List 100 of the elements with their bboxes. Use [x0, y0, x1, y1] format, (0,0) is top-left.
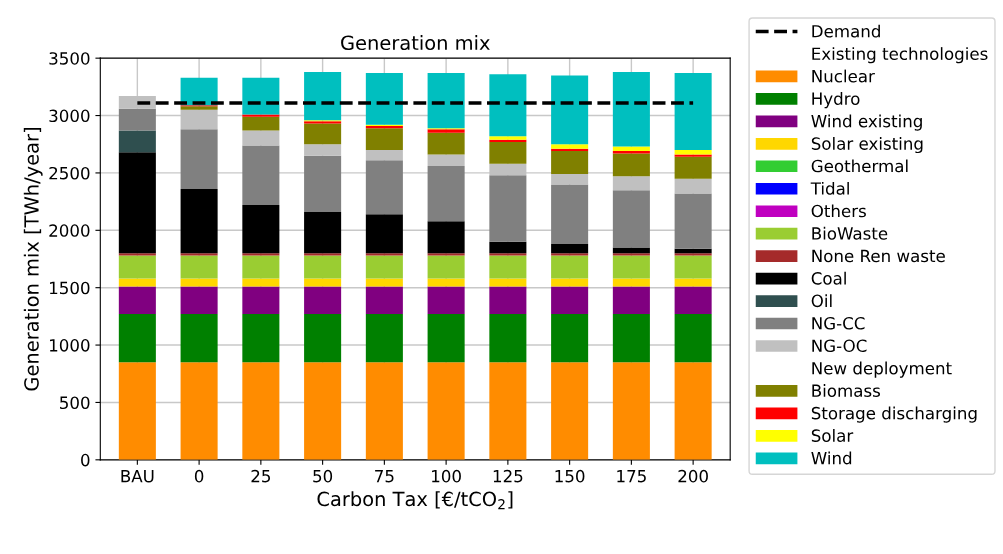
- legend-label: NG-CC: [812, 316, 865, 330]
- bar: [489, 74, 527, 137]
- y-tick-label: 2000: [49, 224, 90, 237]
- bar: [427, 73, 465, 129]
- legend-label: Geothermal: [811, 159, 908, 173]
- bar: [365, 128, 403, 150]
- bar: [489, 141, 527, 164]
- x-tick-label: 0: [194, 469, 204, 483]
- bar: [612, 278, 650, 287]
- x-tick-label: 150: [555, 469, 585, 483]
- bar: [242, 145, 280, 206]
- bar: [551, 255, 589, 279]
- x-axis-title: Carbon Tax [€/tCO$_{2}$]: [317, 491, 513, 510]
- bar: [551, 278, 589, 287]
- legend-label: Demand: [812, 24, 880, 38]
- x-tick-label: 200: [678, 469, 708, 483]
- bar: [118, 152, 156, 254]
- bar: [427, 278, 465, 287]
- bar: [612, 314, 650, 363]
- bar: [551, 314, 589, 363]
- bar: [118, 130, 156, 153]
- y-tick-label: 1000: [49, 339, 90, 352]
- bar: [427, 286, 465, 315]
- legend-label: Tidal: [810, 181, 849, 195]
- chart-title: Generation mix: [341, 35, 490, 51]
- bar: [304, 253, 342, 256]
- bar: [180, 129, 218, 189]
- x-tick-label: 175: [617, 470, 646, 483]
- bar: [365, 253, 403, 256]
- bar: [427, 166, 465, 222]
- bar: [304, 314, 342, 363]
- legend-label: Wind existing: [811, 114, 922, 131]
- bar: [118, 314, 156, 363]
- bar: [674, 362, 712, 460]
- bar: [304, 278, 342, 287]
- y-tick-label: 0: [81, 453, 90, 467]
- bar: [674, 278, 712, 287]
- bar: [551, 253, 589, 256]
- legend-label: Solar: [811, 429, 854, 442]
- bar: [242, 130, 280, 146]
- bar: [674, 253, 712, 256]
- legend-label: Coal: [811, 271, 846, 285]
- bar: [365, 362, 403, 460]
- bar: [365, 149, 403, 161]
- legend-label: Others: [811, 204, 866, 218]
- bar: [365, 73, 403, 125]
- legend-label: Storage discharging: [811, 406, 977, 423]
- x-tick-label: 25: [251, 469, 271, 483]
- bar: [242, 205, 280, 254]
- legend-label: Oil: [811, 294, 832, 308]
- bar: [427, 314, 465, 363]
- bar: [180, 255, 218, 279]
- bar: [551, 144, 589, 149]
- bar: [427, 362, 465, 460]
- bar: [242, 77, 280, 115]
- bar: [427, 221, 465, 254]
- bar: [365, 286, 403, 315]
- bar: [674, 156, 712, 179]
- bar: [304, 144, 342, 156]
- bar: [612, 286, 650, 315]
- bar: [180, 188, 218, 254]
- bar: [242, 255, 280, 279]
- bar: [674, 255, 712, 279]
- bar: [489, 286, 527, 315]
- bar: [489, 241, 527, 254]
- bar: [551, 174, 589, 185]
- bar: [674, 314, 712, 363]
- y-tick-label: 3500: [49, 52, 90, 65]
- y-tick-label: 500: [60, 396, 90, 410]
- bar: [118, 286, 156, 315]
- x-tick-label: 100: [432, 469, 461, 483]
- bar: [612, 176, 650, 191]
- bar: [365, 278, 403, 287]
- bar: [365, 255, 403, 279]
- bar: [674, 286, 712, 315]
- bar: [612, 71, 650, 147]
- bar: [427, 255, 465, 279]
- bar: [489, 362, 527, 460]
- y-tick-label: 2500: [49, 166, 90, 180]
- bar: [551, 286, 589, 315]
- legend-label: Nuclear: [812, 69, 875, 83]
- y-axis-title: Generation mix [TWh/year]: [23, 128, 43, 391]
- text: Existing technologies: [812, 47, 988, 64]
- bar: [118, 253, 156, 256]
- bar: [551, 244, 589, 254]
- legend-label: Biomass: [812, 384, 881, 397]
- bar: [304, 362, 342, 460]
- bar: [427, 132, 465, 155]
- bar: [304, 155, 342, 212]
- bar: [118, 255, 156, 279]
- bar: [427, 154, 465, 167]
- legend-label: BioWaste: [812, 226, 888, 240]
- bar: [612, 253, 650, 256]
- bar: [180, 253, 218, 256]
- bar: [180, 286, 218, 315]
- x-tick-label: 125: [493, 469, 523, 483]
- bar: [427, 253, 465, 256]
- bar: [242, 116, 280, 131]
- bar: [365, 160, 403, 215]
- bar: [365, 214, 403, 254]
